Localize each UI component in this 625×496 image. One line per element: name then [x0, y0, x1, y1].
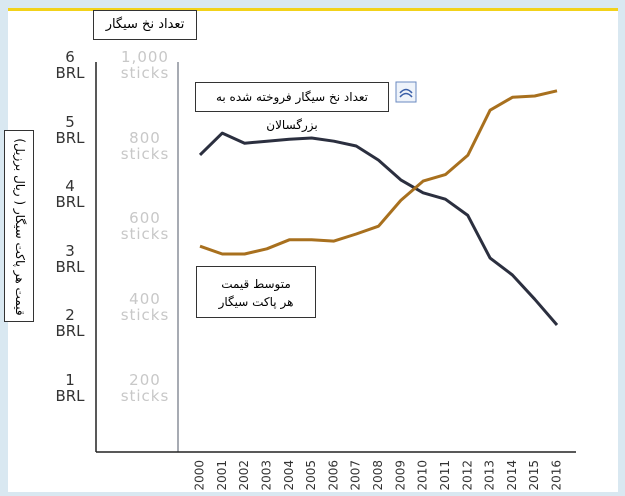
x-tick-label: 2016 — [550, 460, 564, 491]
y2-tick-label: 400 sticks — [120, 289, 170, 324]
x-tick-label: 2011 — [438, 460, 452, 491]
legend-item: تعداد نخ سیگار فروخته شده به بزرگسالان — [195, 82, 389, 132]
series-line — [198, 131, 559, 326]
x-tick-label: 2000 — [193, 460, 207, 491]
x-tick-label: 2002 — [237, 460, 251, 491]
y2-title: تعداد نخ سیگار — [93, 10, 197, 40]
y-tick-label: 5 BRL — [55, 112, 85, 147]
legend-item: متوسط قیمت هر پاکت سیگار — [196, 266, 316, 318]
y-tick-label: 1 BRL — [55, 370, 85, 405]
icon-glyph — [399, 88, 413, 98]
series-line — [199, 89, 558, 256]
x-tick-label: 2012 — [460, 460, 474, 491]
y-title: قیمت هر پاکت سیگار ( ریال برزیل) — [13, 138, 27, 316]
y2-tick-label: 600 sticks — [120, 209, 170, 244]
x-tick-label: 2005 — [304, 460, 318, 491]
x-tick-label: 2013 — [483, 460, 497, 491]
y-tick-label: 3 BRL — [55, 241, 85, 276]
y-tick-label: 6 BRL — [55, 48, 85, 82]
x-tick-label: 2006 — [326, 460, 340, 491]
x-tick-label: 2001 — [215, 460, 229, 491]
x-tick-label: 2004 — [282, 460, 296, 491]
x-tick-label: 2009 — [393, 460, 407, 491]
x-tick-label: 2003 — [259, 460, 273, 491]
x-tick-label: 2015 — [527, 460, 541, 491]
icon — [395, 81, 417, 103]
x-tick-label: 2010 — [416, 460, 430, 491]
y-tick-label: 4 BRL — [55, 177, 85, 211]
y2-tick-label: 800 sticks — [120, 128, 170, 163]
x-tick-label: 2007 — [349, 460, 363, 491]
y-tick-label: 2 BRL — [55, 306, 85, 340]
y2-tick-label: 200 sticks — [120, 370, 170, 405]
x-tick-label: 2008 — [371, 460, 385, 491]
y-title-box: قیمت هر پاکت سیگار ( ریال برزیل) — [4, 130, 34, 322]
y2-tick-label: 1,000 sticks — [120, 48, 170, 82]
x-tick-label: 2014 — [505, 460, 519, 491]
